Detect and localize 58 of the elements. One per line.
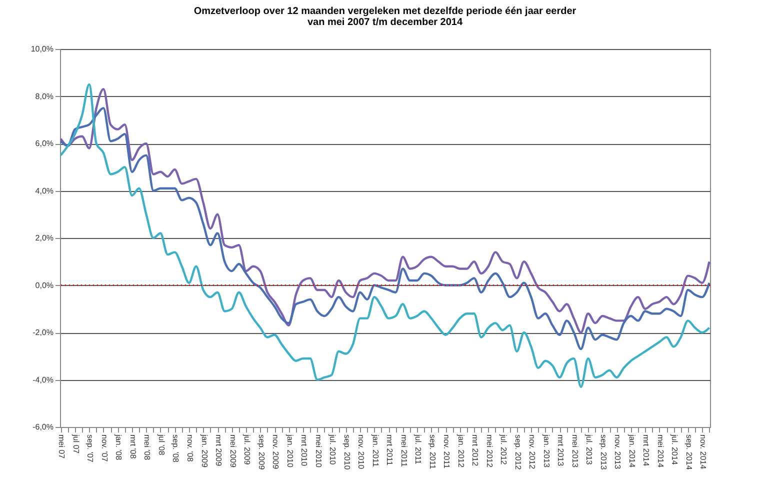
x-tick-label: mei 2010 [314,434,323,468]
x-tick-label: mei 07 [57,434,66,460]
chart-title: Omzetverloop over 12 maanden vergeleken met dezelfde periode één jaar eerder [194,6,576,17]
chart-subtitle: van mei 2007 t/m december 2014 [307,17,463,28]
x-tick-label: jul. 2010 [328,434,338,466]
x-tick-label: sep. '07 [86,434,95,463]
y-tick-label: 8,0% [35,92,54,101]
x-tick-label: mrt 2012 [470,434,480,467]
x-tick-label: mrt 2009 [214,434,224,467]
x-tick-label: sep. 2014 [684,434,694,470]
y-tick-label: -6,0% [32,422,54,432]
y-tick-label: -2,0% [32,328,54,337]
x-tick-label: jul. 2009 [242,434,252,466]
x-tick-label: sep. '08 [171,434,180,463]
y-tick-label: 0,0% [35,280,54,290]
x-tick-label: nov. 2011 [442,434,452,470]
x-tick-label: mei 2009 [228,434,238,468]
x-tick-label: mei '08 [142,434,152,461]
x-tick-label: mrt 2010 [300,434,309,467]
x-tick-label: nov. 2014 [698,434,708,470]
y-tick-label: 6,0% [35,139,54,148]
x-tick-label: jan. 2014 [627,434,636,468]
y-tick-label: 10,0% [30,44,54,54]
x-tick-label: jul '08 [156,434,166,456]
x-tick-label: sep. 2009 [256,434,266,470]
x-tick-label: sep. 2010 [342,434,352,470]
x-tick-label: jul. 2014 [670,434,680,466]
x-tick-label: mei 2012 [484,434,494,468]
x-tick-label: jan. 2010 [285,434,294,468]
x-tick-label: nov. '07 [100,434,109,462]
y-tick-label: -4,0% [32,375,54,384]
x-tick-label: mei 2013 [570,434,580,468]
x-tick-label: jul. 2012 [499,434,508,466]
x-tick-label: jul 07 [71,434,80,454]
x-tick-label: nov. 2013 [613,434,622,470]
y-tick-label: 2,0% [35,234,54,242]
x-tick-label: jan. 2012 [456,434,466,468]
x-tick-label: nov. 2009 [271,434,280,470]
x-tick-label: mrt 2013 [556,434,566,467]
x-tick-label: nov. '08 [186,434,194,462]
line-series [60,83,710,388]
x-tick-label: mei 2011 [399,434,408,468]
x-tick-label: sep. 2012 [513,434,522,470]
x-tick-label: jan. 2013 [542,434,551,468]
x-tick-label: sep. 2011 [428,434,437,470]
x-tick-label: jul. 2011 [414,434,423,465]
x-tick-label: jul. 2013 [584,434,594,466]
x-tick-label: nov. 2010 [356,434,366,470]
x-tick-label: jan. 2009 [200,434,209,468]
x-tick-label: mei 2014 [656,434,665,468]
x-tick-label: jan. '08 [114,434,124,461]
y-tick-label: 4,0% [35,186,54,196]
x-tick-label: mrt '08 [128,434,138,460]
x-tick-label: mrt 2014 [642,434,651,467]
x-tick-label: mrt 2011 [385,434,394,466]
x-tick-label: nov. 2012 [528,434,537,470]
x-tick-label: sep. 2013 [598,434,608,470]
x-tick-label: jan. 2011 [370,434,380,468]
